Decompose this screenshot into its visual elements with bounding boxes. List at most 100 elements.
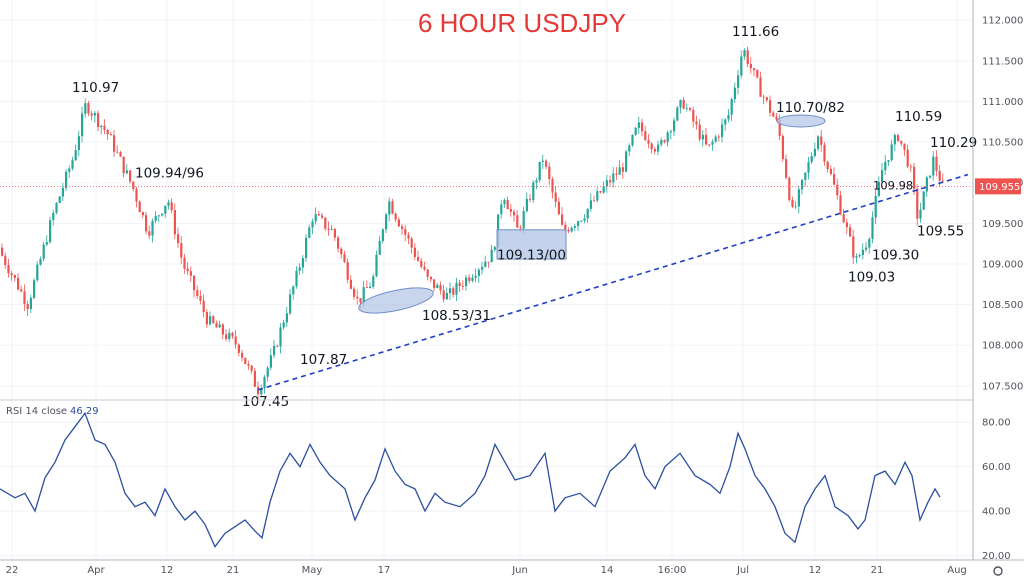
- candle-body: [570, 227, 573, 232]
- candle-body: [42, 244, 45, 259]
- candle-body: [273, 345, 276, 356]
- candle-body: [122, 156, 125, 174]
- price-tick-label: 108.500: [982, 300, 1023, 311]
- candle-body: [554, 192, 557, 202]
- candle-body: [196, 290, 199, 296]
- candle-body: [938, 170, 941, 181]
- candle-body: [628, 145, 631, 152]
- candle-body: [29, 297, 32, 310]
- price-annotation: 107.87: [300, 352, 347, 368]
- candle-body: [516, 215, 519, 228]
- candle-body: [471, 277, 474, 281]
- candle-body: [205, 311, 208, 325]
- candle-body: [372, 276, 375, 287]
- candle-body: [890, 144, 893, 161]
- candle-body: [692, 110, 695, 122]
- candle-body: [698, 124, 701, 140]
- rsi-panel: RSI 14 close 46.29: [0, 399, 973, 548]
- candle-body: [506, 200, 509, 210]
- candle-body: [186, 268, 189, 272]
- candle-body: [311, 221, 314, 228]
- candle-body: [378, 240, 381, 255]
- candle-body: [237, 344, 240, 353]
- candle-body: [301, 257, 304, 268]
- candle-body: [833, 174, 836, 185]
- candle-body: [218, 324, 221, 328]
- time-tick-label: 21: [227, 565, 240, 576]
- candle-body: [314, 214, 317, 222]
- price-tick-label: 107.500: [982, 381, 1023, 392]
- price-annotation: 108.53/31: [422, 308, 491, 324]
- time-tick-label: 14: [601, 565, 614, 576]
- candle-body: [909, 166, 912, 168]
- candle-body: [317, 214, 320, 216]
- current-price-tag: [975, 178, 1021, 195]
- candle-body: [820, 136, 823, 145]
- candle-body: [743, 50, 746, 57]
- candle-body: [762, 96, 765, 98]
- highlights-and-trendline: [0, 114, 973, 391]
- candle-body: [23, 291, 26, 304]
- price-tick-label: 109.000: [982, 259, 1023, 270]
- chart-title: 6 HOUR USDJPY: [418, 8, 626, 38]
- candle-body: [932, 156, 935, 176]
- candle-body: [247, 363, 250, 366]
- candle-body: [429, 276, 432, 280]
- support-trendline: [257, 173, 969, 391]
- candle-body: [324, 217, 327, 229]
- candle-body: [874, 195, 877, 218]
- candle-body: [308, 227, 311, 238]
- candle-body: [535, 180, 538, 183]
- candle-body: [602, 186, 605, 193]
- candle-body: [138, 201, 141, 213]
- candle-body: [663, 140, 666, 143]
- candle-body: [791, 199, 794, 207]
- candle-body: [253, 370, 256, 387]
- candle-body: [884, 161, 887, 171]
- candle-body: [708, 144, 711, 146]
- candle-body: [586, 208, 589, 219]
- candle-body: [666, 132, 669, 143]
- support-zone-ellipse: [358, 287, 434, 314]
- candle-body: [599, 191, 602, 193]
- candle-body: [484, 261, 487, 267]
- time-tick-label: 12: [809, 565, 822, 576]
- candle-body: [561, 214, 564, 225]
- candle-body: [765, 97, 768, 101]
- candle-body: [509, 209, 512, 212]
- time-tick-label: May: [302, 565, 323, 576]
- candle-body: [77, 136, 80, 151]
- candle-body: [865, 247, 868, 250]
- candle-body: [381, 229, 384, 241]
- candle-body: [637, 122, 640, 128]
- candle-body: [721, 124, 724, 137]
- candle-body: [285, 313, 288, 323]
- candle-body: [881, 170, 884, 182]
- candle-body: [39, 258, 42, 265]
- time-tick-label: 12: [161, 565, 174, 576]
- candle-body: [68, 168, 71, 172]
- candle-body: [397, 219, 400, 227]
- candle-body: [839, 195, 842, 215]
- candle-body: [685, 108, 688, 110]
- candle-body: [503, 200, 506, 205]
- candle-body: [212, 316, 215, 323]
- candle-body: [343, 254, 346, 263]
- candle-body: [551, 179, 554, 193]
- candle-body: [4, 255, 7, 266]
- candle-body: [132, 181, 135, 189]
- time-tick-label: Aug: [947, 565, 967, 576]
- candle-body: [263, 376, 266, 389]
- candle-body: [10, 273, 13, 276]
- candle-body: [941, 180, 944, 182]
- candle-body: [461, 286, 464, 287]
- price-annotations: 110.97 109.94/96 107.87 107.45 108.53/31 109.…: [72, 24, 977, 410]
- price-annotation: 109.30: [872, 248, 919, 264]
- candle-body: [423, 266, 426, 270]
- candle-body: [135, 188, 138, 202]
- candle-body: [641, 122, 644, 132]
- candle-body: [362, 287, 365, 303]
- candle-body: [733, 87, 736, 100]
- candle-body: [407, 234, 410, 239]
